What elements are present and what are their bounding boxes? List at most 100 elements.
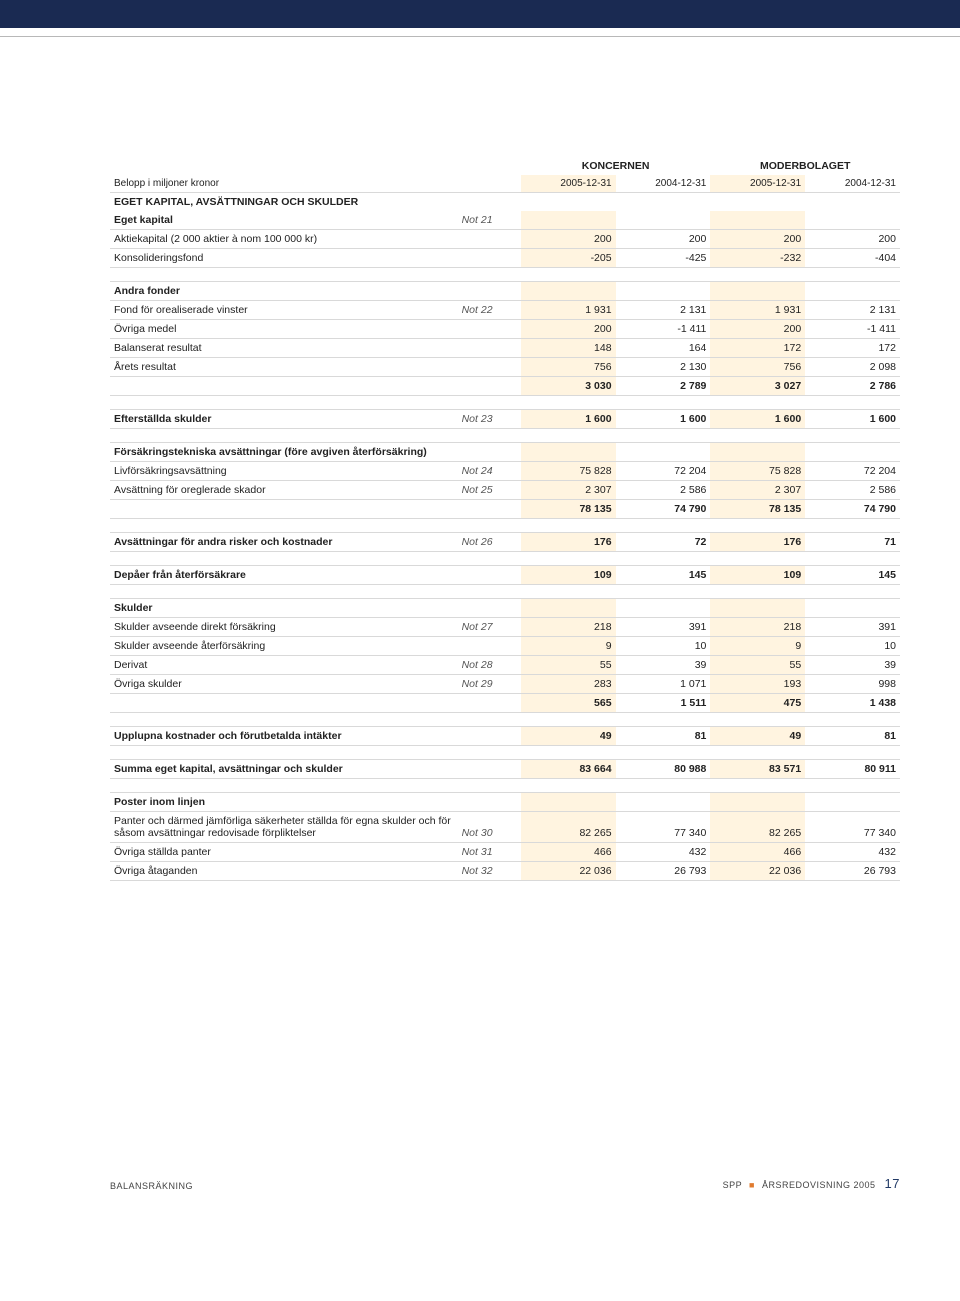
- row-value: 83 664: [521, 760, 616, 779]
- row-value: -1 411: [616, 320, 711, 339]
- row-label: Andra fonder: [110, 282, 458, 301]
- row-value: 77 340: [616, 812, 711, 843]
- top-bar: [0, 0, 960, 28]
- row-value: 1 600: [710, 410, 805, 429]
- row-label: Upplupna kostnader och förutbetalda intä…: [110, 727, 458, 746]
- row-value: 200: [521, 320, 616, 339]
- row-value: 75 828: [521, 462, 616, 481]
- row-value: 1 438: [805, 694, 900, 713]
- row-value: 145: [805, 566, 900, 585]
- section-heading: EGET KAPITAL, AVSÄTTNINGAR OCH SKULDER: [110, 193, 900, 212]
- row-value: 2 131: [616, 301, 711, 320]
- table-row: 78 13574 79078 13574 790: [110, 500, 900, 519]
- row-label: Aktiekapital (2 000 aktier à nom 100 000…: [110, 230, 458, 249]
- row-note: [458, 339, 521, 358]
- row-value: 200: [521, 230, 616, 249]
- row-value: 2 586: [805, 481, 900, 500]
- row-label: Eget kapital: [110, 211, 458, 230]
- row-value: 78 135: [710, 500, 805, 519]
- row-value: 49: [710, 727, 805, 746]
- row-label: Övriga ställda panter: [110, 843, 458, 862]
- row-note: Not 27: [458, 618, 521, 637]
- row-value: 466: [710, 843, 805, 862]
- row-label: Summa eget kapital, avsättningar och sku…: [110, 760, 458, 779]
- table-row: 3 0302 7893 0272 786: [110, 377, 900, 396]
- row-note: Not 31: [458, 843, 521, 862]
- table-row: 5651 5114751 438: [110, 694, 900, 713]
- row-note: [458, 377, 521, 396]
- row-label: Årets resultat: [110, 358, 458, 377]
- row-value: 1 600: [521, 410, 616, 429]
- row-value: 77 340: [805, 812, 900, 843]
- row-value: 82 265: [521, 812, 616, 843]
- table-row: Upplupna kostnader och förutbetalda intä…: [110, 727, 900, 746]
- row-note: Not 24: [458, 462, 521, 481]
- row-note: [458, 500, 521, 519]
- row-value: [805, 282, 900, 301]
- row-note: [458, 566, 521, 585]
- row-value: 200: [710, 230, 805, 249]
- row-note: [458, 694, 521, 713]
- row-label: Livförsäkringsavsättning: [110, 462, 458, 481]
- row-label: Avsättning för oreglerade skador: [110, 481, 458, 500]
- row-label: Övriga medel: [110, 320, 458, 339]
- row-note: [458, 282, 521, 301]
- row-value: 74 790: [616, 500, 711, 519]
- row-value: [616, 443, 711, 462]
- row-value: 176: [710, 533, 805, 552]
- row-value: 49: [521, 727, 616, 746]
- row-note: [458, 599, 521, 618]
- row-label: [110, 377, 458, 396]
- row-value: 756: [521, 358, 616, 377]
- row-value: -425: [616, 249, 711, 268]
- row-value: 2 786: [805, 377, 900, 396]
- footer-section-label: BALANSRÄKNING: [110, 1181, 193, 1191]
- row-value: 72: [616, 533, 711, 552]
- row-value: 82 265: [710, 812, 805, 843]
- row-value: 80 988: [616, 760, 711, 779]
- row-value: [521, 211, 616, 230]
- col-date-3: 2004-12-31: [805, 175, 900, 193]
- row-value: 391: [616, 618, 711, 637]
- col-group-koncernen: KONCERNEN: [521, 157, 711, 175]
- row-note: Not 25: [458, 481, 521, 500]
- row-value: -205: [521, 249, 616, 268]
- row-value: 164: [616, 339, 711, 358]
- table-row: Skulder: [110, 599, 900, 618]
- col-group-moderbolaget: MODERBOLAGET: [710, 157, 900, 175]
- row-value: 2 098: [805, 358, 900, 377]
- row-value: 148: [521, 339, 616, 358]
- table-row: Övriga medel200-1 411200-1 411: [110, 320, 900, 339]
- row-value: 3 027: [710, 377, 805, 396]
- footer-separator-icon: ■: [749, 1180, 755, 1190]
- row-value: 565: [521, 694, 616, 713]
- row-value: 83 571: [710, 760, 805, 779]
- footer-page-number: 17: [885, 1176, 900, 1191]
- row-value: 3 030: [521, 377, 616, 396]
- row-value: 22 036: [521, 862, 616, 881]
- row-note: [458, 793, 521, 812]
- row-value: 22 036: [710, 862, 805, 881]
- table-row: Övriga ställda panterNot 31466432466432: [110, 843, 900, 862]
- row-value: 283: [521, 675, 616, 694]
- row-value: 200: [710, 320, 805, 339]
- table-row: Summa eget kapital, avsättningar och sku…: [110, 760, 900, 779]
- row-value: 80 911: [805, 760, 900, 779]
- row-note: [458, 727, 521, 746]
- row-value: [710, 211, 805, 230]
- row-value: 26 793: [805, 862, 900, 881]
- row-note: Not 21: [458, 211, 521, 230]
- row-value: 10: [616, 637, 711, 656]
- row-note: Not 32: [458, 862, 521, 881]
- table-row: Övriga åtagandenNot 3222 03626 79322 036…: [110, 862, 900, 881]
- row-label: Fond för orealiserade vinster: [110, 301, 458, 320]
- row-value: 2 307: [521, 481, 616, 500]
- row-value: 74 790: [805, 500, 900, 519]
- row-value: 71: [805, 533, 900, 552]
- row-note: Not 26: [458, 533, 521, 552]
- row-value: [616, 599, 711, 618]
- table-row: Avsättning för oreglerade skadorNot 252 …: [110, 481, 900, 500]
- row-label: Derivat: [110, 656, 458, 675]
- row-value: [710, 793, 805, 812]
- row-value: 218: [521, 618, 616, 637]
